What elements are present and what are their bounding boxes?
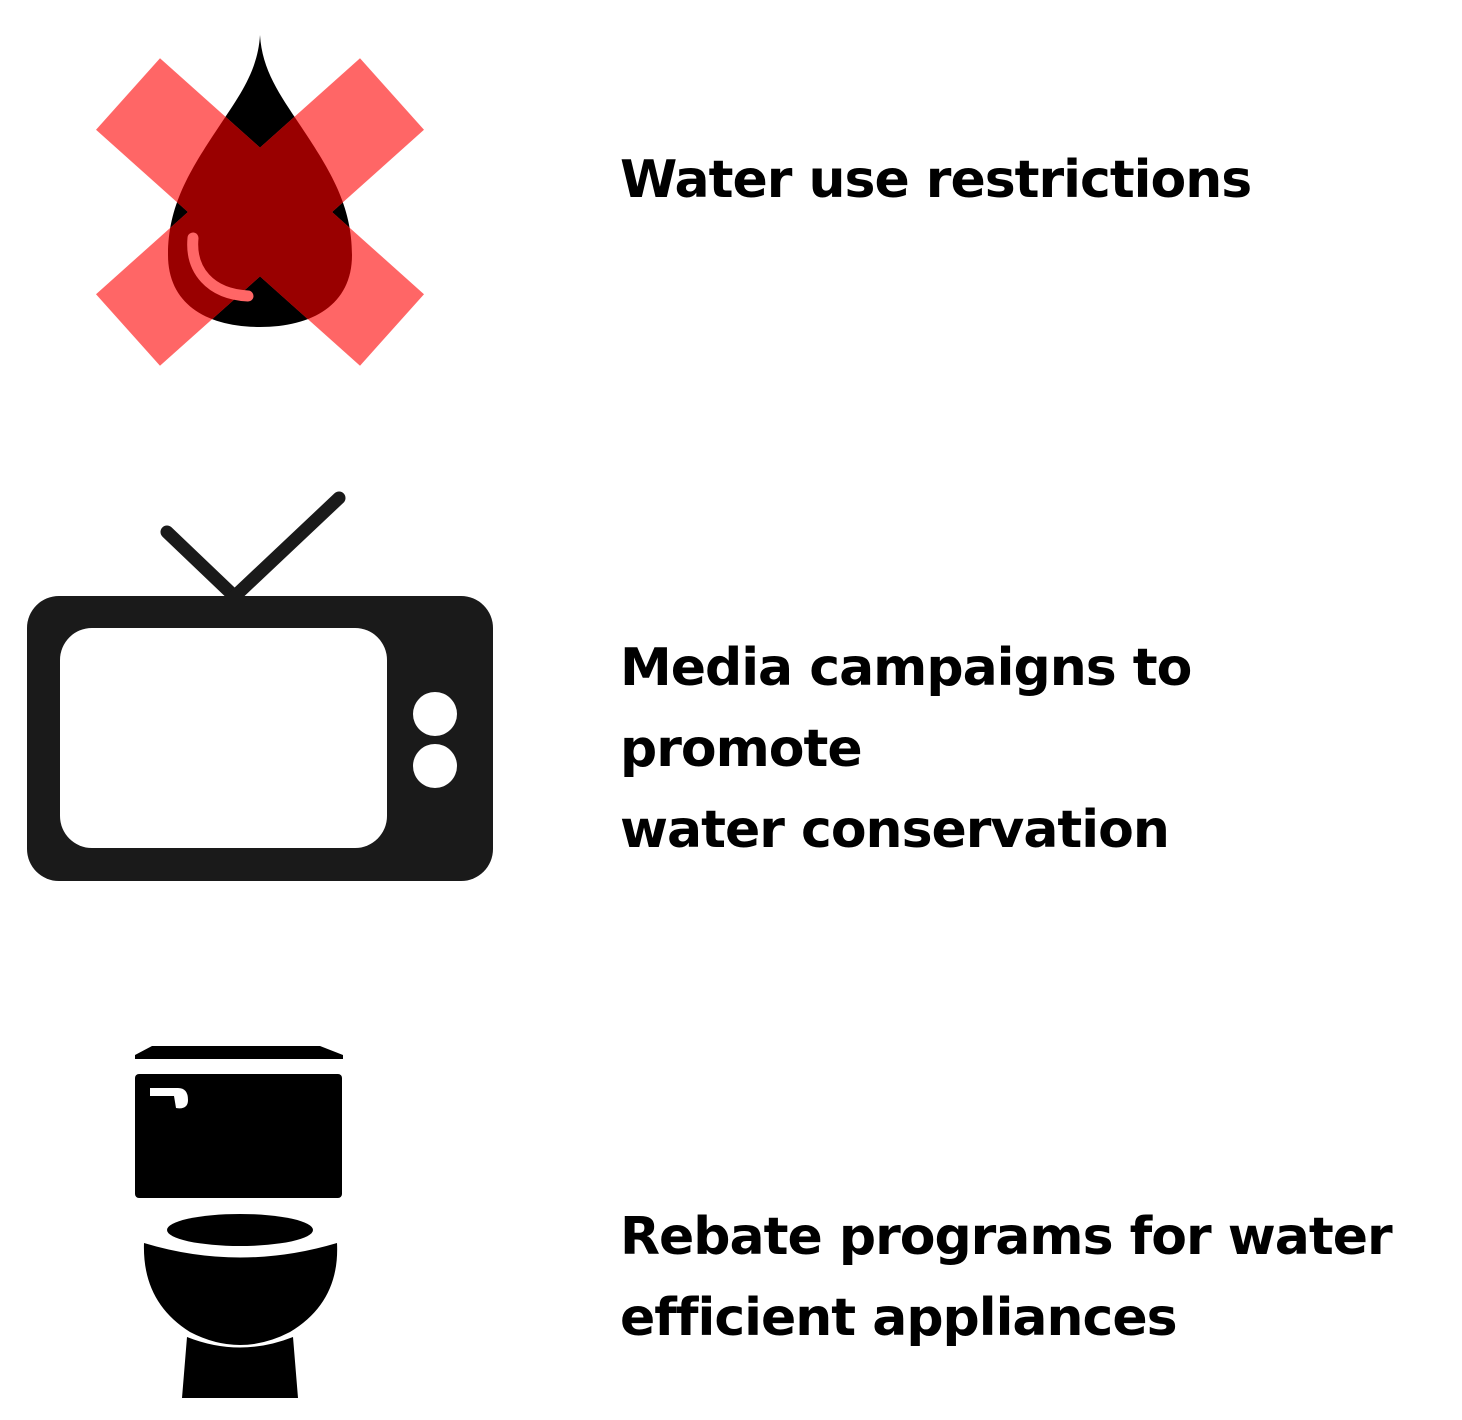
water-drop-crossed-icon — [96, 35, 424, 366]
toilet-icon — [135, 1046, 343, 1398]
restrictions-label: Water use restrictions — [620, 150, 1252, 210]
rebate-label: Rebate programs for water efficient appl… — [620, 1207, 1393, 1348]
media-label: Media campaigns to promote water conserv… — [620, 638, 1192, 860]
television-icon — [27, 491, 493, 881]
